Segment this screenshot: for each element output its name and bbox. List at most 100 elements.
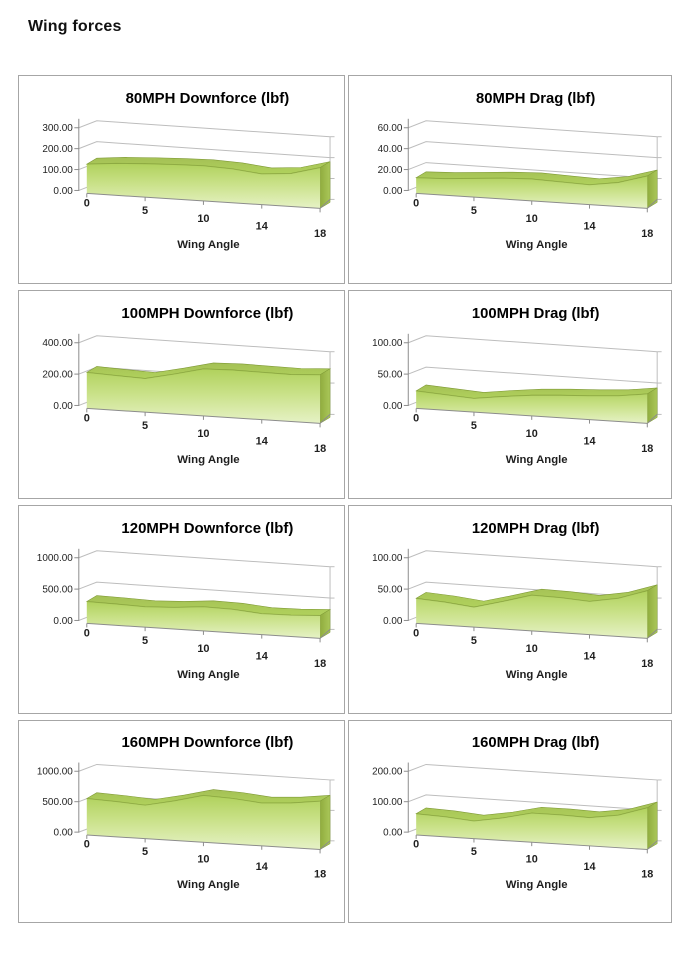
x-axis-tick-label: 18 xyxy=(314,869,326,881)
chart-canvas: 120MPH Drag (lbf) 0.00 50.00 100.00 0 5 10 14 18… xyxy=(372,521,662,681)
chart-canvas: 80MPH Drag (lbf) 0.00 20.00 40.00 60.00 0 5 10 1… xyxy=(378,91,662,251)
y-axis-tick-label: 200.00 xyxy=(42,144,73,155)
area-front-face xyxy=(86,795,321,850)
y-axis-tick-label: 200.00 xyxy=(42,370,73,381)
x-axis-title: Wing Angle xyxy=(506,454,568,466)
x-axis-tick-label: 5 xyxy=(471,846,477,858)
axes xyxy=(403,762,658,854)
chart-title: 120MPH Drag (lbf) xyxy=(472,521,600,537)
area-series xyxy=(85,362,332,424)
y-axis-tick-label: 0.00 xyxy=(53,186,73,197)
y-axis-tick-label: 0.00 xyxy=(383,186,403,197)
chart-canvas: 100MPH Downforce (lbf) 0.00 200.00 400.00 0 5… xyxy=(42,305,335,466)
x-axis-tick-label: 14 xyxy=(256,221,269,233)
x-axis-tick-label: 5 xyxy=(142,420,148,432)
area-series xyxy=(85,157,331,209)
x-axis-tick-label: 18 xyxy=(314,443,326,455)
y-axis-tick-label: 20.00 xyxy=(378,165,403,176)
x-axis-tick-label: 14 xyxy=(583,861,595,873)
x-axis-tick-label: 14 xyxy=(583,650,595,662)
x-axis-tick-label: 10 xyxy=(526,428,538,440)
chart-120mph-downforce: 120MPH Downforce (lbf) 0.00 500.00 1000.00 0… xyxy=(18,505,345,714)
axes xyxy=(403,548,658,643)
x-axis-tick-label: 0 xyxy=(84,839,90,851)
area-series xyxy=(415,584,658,639)
x-axis-tick-label: 18 xyxy=(641,228,653,240)
x-axis-tick-label: 0 xyxy=(413,197,419,209)
chart-canvas: 120MPH Downforce (lbf) 0.00 500.00 1000.00 0… xyxy=(37,520,335,681)
area-front-face xyxy=(416,175,648,209)
y-axis-tick-label: 0.00 xyxy=(383,401,403,412)
x-axis-tick-label: 18 xyxy=(314,658,326,670)
axes xyxy=(74,762,331,854)
x-axis-tick-label: 10 xyxy=(526,213,538,225)
x-axis-title: Wing Angle xyxy=(177,879,239,891)
y-axis-tick-label: 300.00 xyxy=(42,123,73,134)
area-side-face xyxy=(319,794,331,850)
x-axis-tick-label: 0 xyxy=(84,627,90,639)
x-axis-tick-label: 10 xyxy=(197,428,209,440)
y-axis-tick-label: 0.00 xyxy=(53,616,73,627)
y-axis-tick-label: 50.00 xyxy=(378,370,403,381)
chart-title: 160MPH Drag (lbf) xyxy=(472,735,600,751)
y-axis-tick-label: 100.00 xyxy=(42,165,73,176)
area-side-face xyxy=(647,387,658,424)
axes xyxy=(74,548,331,643)
area-series xyxy=(415,801,658,850)
chart-title: 100MPH Drag (lbf) xyxy=(472,306,600,322)
page-title: Wing forces xyxy=(28,18,122,35)
y-axis-tick-label: 1000.00 xyxy=(37,767,74,778)
y-axis-tick-label: 0.00 xyxy=(383,828,403,839)
chart-title: 80MPH Downforce (lbf) xyxy=(126,90,290,107)
area-side-face xyxy=(647,801,658,850)
chart-80mph-downforce: 80MPH Downforce (lbf) 0.00 100.00 200.00 300… xyxy=(18,75,345,284)
area-front-face xyxy=(86,601,321,639)
x-axis-tick-label: 10 xyxy=(197,213,209,225)
area-front-face xyxy=(416,590,648,639)
x-axis-tick-label: 14 xyxy=(256,651,269,663)
x-axis-tick-label: 5 xyxy=(471,205,477,217)
y-axis-tick-label: 0.00 xyxy=(53,401,73,412)
y-axis-tick-label: 50.00 xyxy=(378,585,403,596)
y-axis-tick-label: 100.00 xyxy=(372,553,403,564)
chart-title: 120MPH Downforce (lbf) xyxy=(121,520,293,537)
x-axis-tick-label: 5 xyxy=(471,635,477,647)
area-series xyxy=(415,384,658,424)
y-axis-tick-label: 40.00 xyxy=(378,144,403,155)
x-axis-title: Wing Angle xyxy=(506,669,568,681)
y-axis-tick-label: 100.00 xyxy=(372,338,403,349)
chart-80mph-drag: 80MPH Drag (lbf) 0.00 20.00 40.00 60.00 0 5 10 1… xyxy=(348,75,672,284)
chart-canvas: 80MPH Downforce (lbf) 0.00 100.00 200.00 300… xyxy=(42,90,335,251)
y-axis-tick-label: 60.00 xyxy=(378,123,403,134)
y-axis-tick-label: 0.00 xyxy=(53,828,73,839)
x-axis-title: Wing Angle xyxy=(177,454,239,466)
x-axis-tick-label: 14 xyxy=(583,435,595,447)
x-axis-tick-label: 10 xyxy=(197,854,209,866)
y-axis-tick-label: 500.00 xyxy=(42,797,73,808)
x-axis-tick-label: 0 xyxy=(413,412,419,424)
x-axis-title: Wing Angle xyxy=(506,239,568,251)
x-axis-tick-label: 0 xyxy=(84,197,90,209)
area-side-face xyxy=(647,584,658,639)
x-axis-tick-label: 5 xyxy=(142,205,148,217)
y-axis-tick-label: 400.00 xyxy=(42,338,73,349)
x-axis-tick-label: 0 xyxy=(413,839,419,851)
x-axis-tick-label: 18 xyxy=(641,869,653,881)
axes xyxy=(74,333,331,428)
x-axis-tick-label: 10 xyxy=(526,643,538,655)
y-axis-tick-label: 0.00 xyxy=(383,616,403,627)
x-axis-tick-label: 5 xyxy=(142,846,148,858)
x-axis-tick-label: 18 xyxy=(641,443,653,455)
y-axis-tick-label: 1000.00 xyxy=(37,553,73,564)
x-axis-tick-label: 18 xyxy=(641,658,653,670)
x-axis-tick-label: 0 xyxy=(84,412,90,424)
area-series xyxy=(85,789,331,850)
chart-title: 160MPH Downforce (lbf) xyxy=(121,735,293,751)
area-front-face xyxy=(416,807,648,850)
area-front-face xyxy=(86,368,321,424)
axes xyxy=(403,333,658,428)
area-front-face xyxy=(416,390,648,424)
area-series xyxy=(85,595,332,639)
x-axis-tick-label: 18 xyxy=(314,228,326,240)
